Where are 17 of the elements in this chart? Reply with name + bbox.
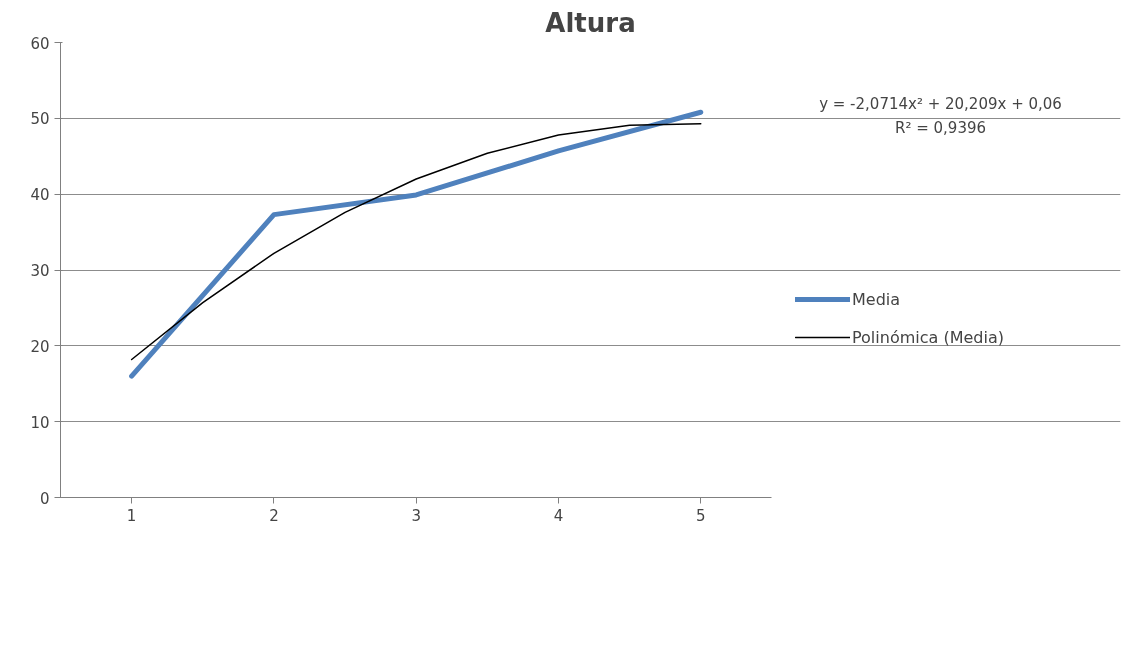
y-tick-label: 30 — [30, 262, 50, 280]
y-tick-label: 0 — [39, 489, 50, 508]
chart-title: Altura — [545, 7, 636, 38]
x-tick-label: 1 — [126, 506, 137, 525]
x-tick-label: 4 — [553, 506, 564, 525]
y-tick-label: 50 — [30, 110, 50, 129]
text: y = -2,0714x² + 20,209x + 0,06 — [819, 94, 1062, 113]
text: R² = 0,9396 — [894, 118, 987, 137]
y-tick-label: 40 — [30, 186, 50, 205]
y-tick-label: 60 — [30, 34, 50, 53]
x-tick-label: 2 — [269, 506, 279, 525]
legend-label: Media — [852, 289, 901, 309]
x-tick-label: 5 — [696, 506, 706, 525]
y-tick-label: 10 — [30, 413, 50, 432]
y-tick-label: 20 — [30, 337, 50, 356]
legend-label: Polinómica (Media) — [852, 327, 1004, 347]
x-tick-label: 3 — [411, 506, 421, 525]
